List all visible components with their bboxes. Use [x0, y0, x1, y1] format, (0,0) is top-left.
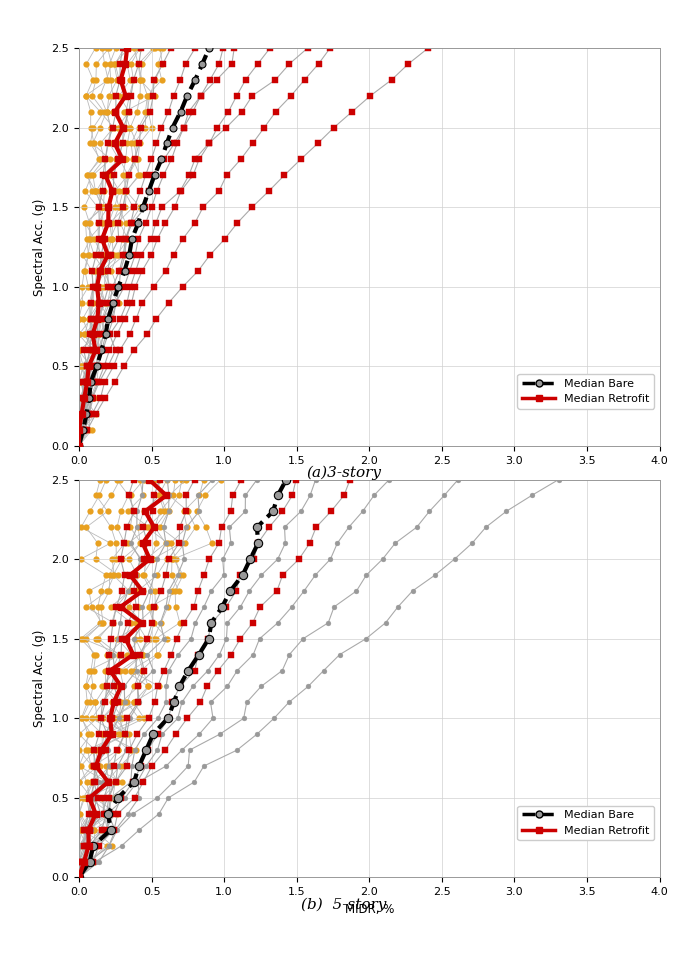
Y-axis label: Spectral Acc. (g): Spectral Acc. (g) [33, 630, 46, 727]
Legend: Median Bare, Median Retrofit: Median Bare, Median Retrofit [517, 374, 654, 409]
Legend: Median Bare, Median Retrofit: Median Bare, Median Retrofit [517, 806, 654, 840]
Text: (b)  5-story: (b) 5-story [301, 897, 386, 912]
X-axis label: MIDR, %: MIDR, % [345, 902, 394, 916]
Y-axis label: Spectral Acc. (g): Spectral Acc. (g) [33, 199, 46, 295]
Text: (a)3-story: (a)3-story [306, 465, 381, 480]
